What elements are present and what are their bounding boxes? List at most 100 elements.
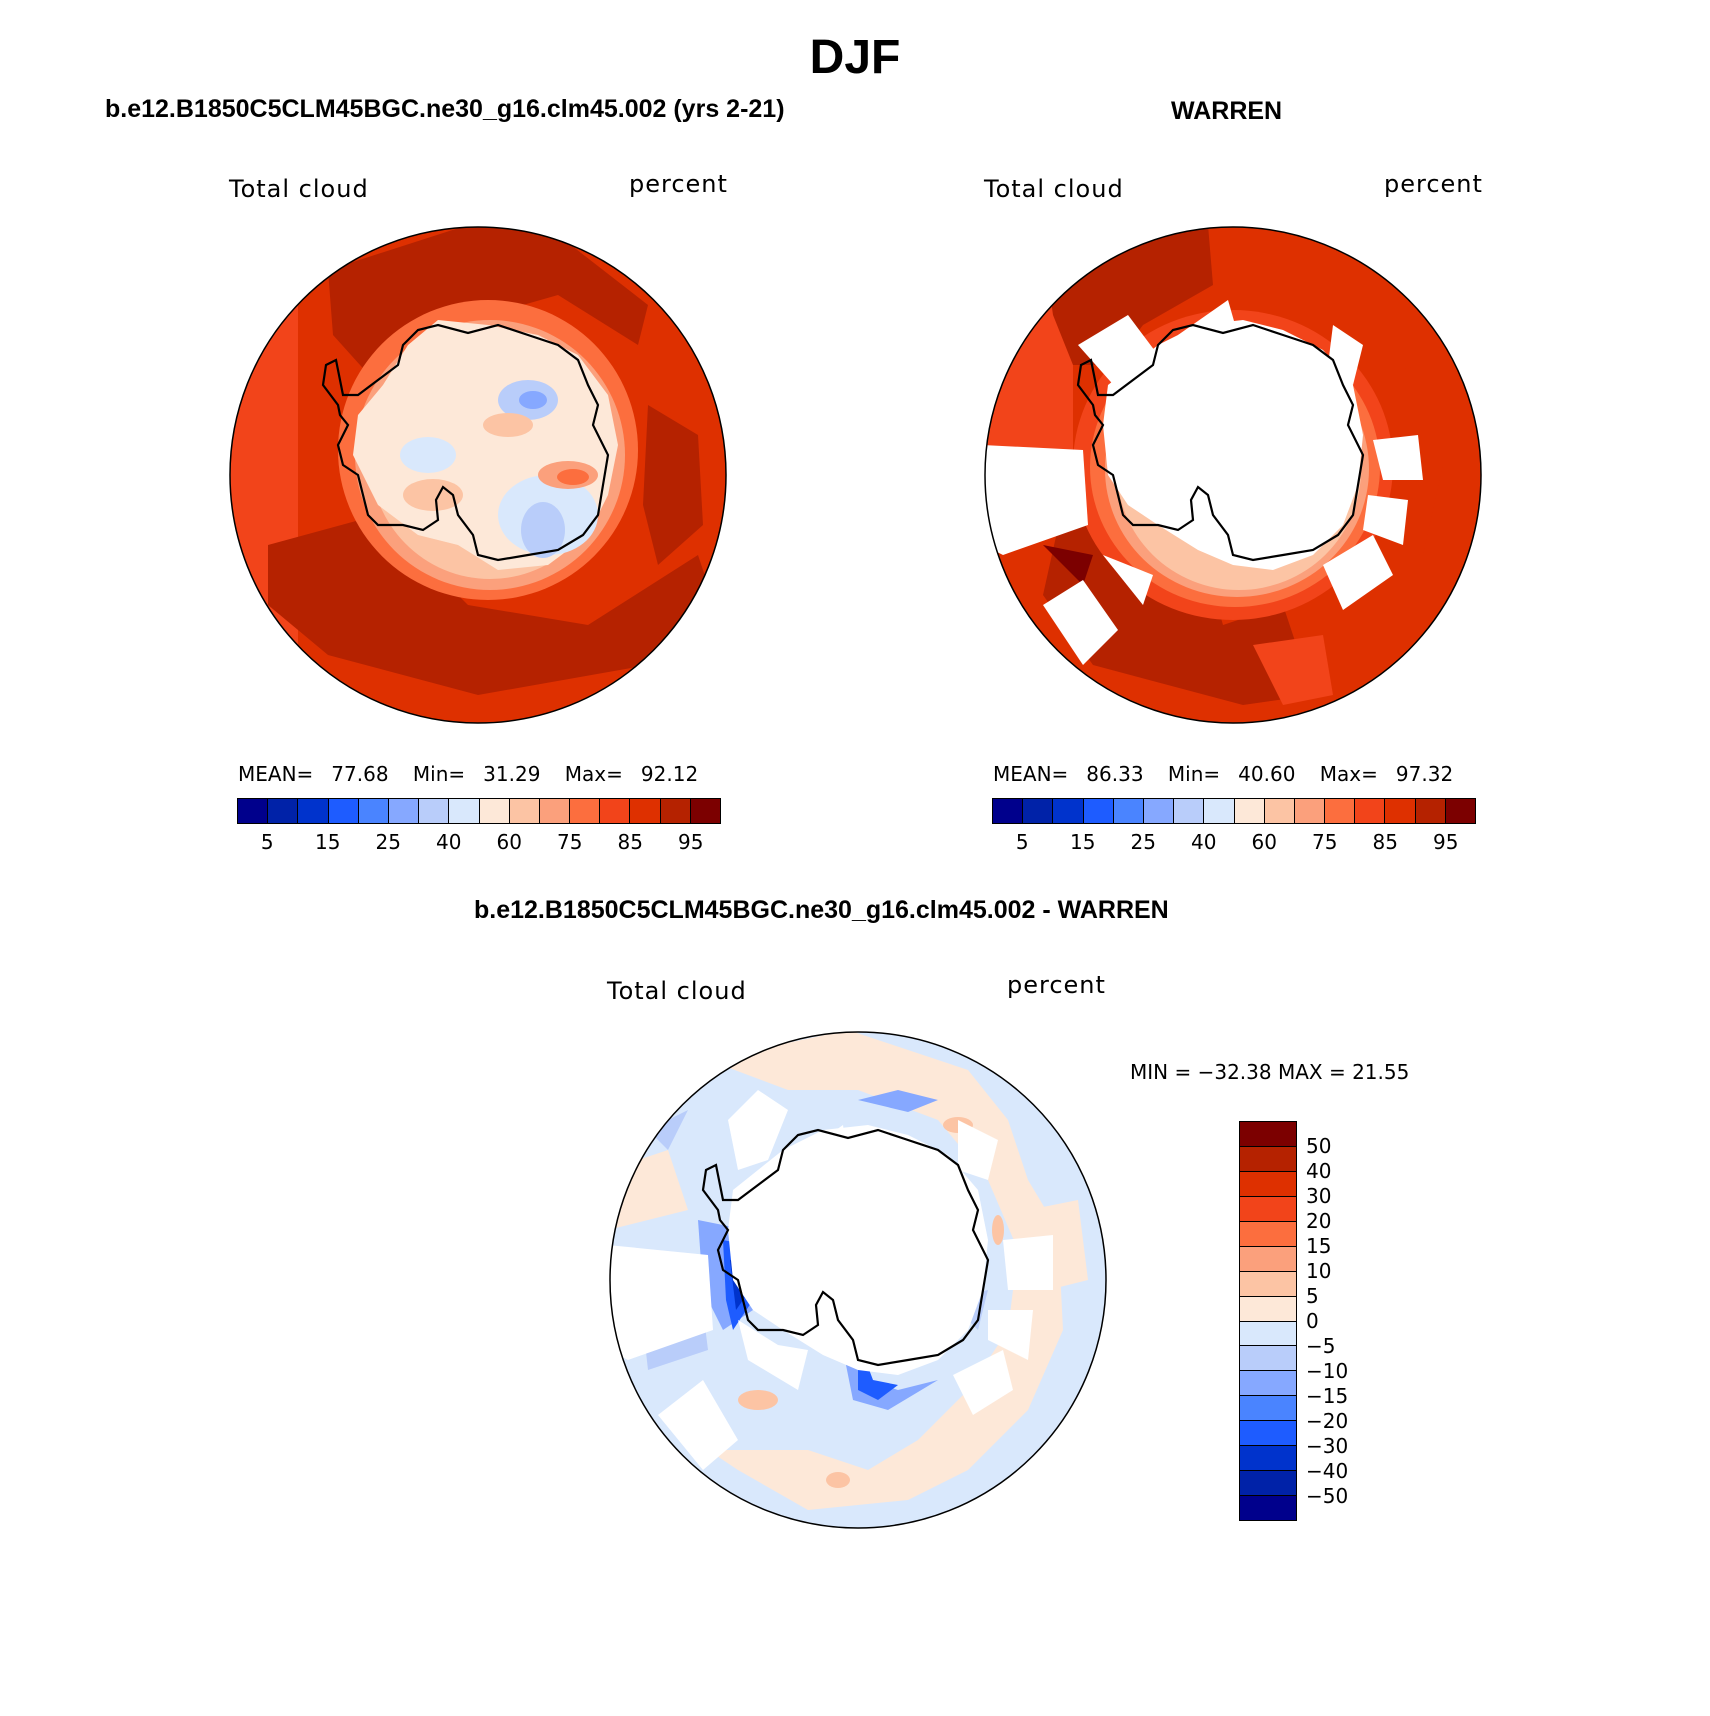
- diff-colorbar-box: [1240, 1221, 1296, 1247]
- figure-title: DJF: [809, 31, 901, 84]
- model-units-label: percent: [629, 170, 728, 198]
- obs-colorbar-tick-label: 5: [1015, 830, 1029, 854]
- model-max-value: 92.12: [640, 762, 699, 786]
- diff-colorbar-tick-label: −15: [1306, 1384, 1349, 1408]
- diff-colorbar-box: [1240, 1496, 1296, 1520]
- model-colorbar: [237, 798, 721, 824]
- obs-mean-value: 86.33: [1086, 762, 1144, 786]
- diff-colorbar-tick-label: 5: [1306, 1284, 1319, 1308]
- obs-colorbar-tick-label: 85: [1372, 830, 1398, 854]
- obs-colorbar-box: [1053, 799, 1084, 823]
- diff-colorbar-tick-label: −10: [1306, 1359, 1349, 1383]
- obs-colorbar-ticks: 5 15 25 40 60 75 85 95: [992, 830, 1476, 856]
- model-colorbar-box: [479, 799, 510, 823]
- obs-colorbar-box: [1415, 799, 1446, 823]
- diff-colorbar-tick-label: −30: [1306, 1434, 1349, 1458]
- obs-mean-label: MEAN=: [993, 762, 1069, 786]
- diff-colorbar-box: [1240, 1421, 1296, 1447]
- obs-colorbar-box: [1174, 799, 1205, 823]
- comparison-title: b.e12.B1850C5CLM45BGC.ne30_g16.clm45.002…: [474, 896, 1169, 924]
- diff-colorbar-tick-label: −40: [1306, 1459, 1349, 1483]
- diff-colorbar-box: [1240, 1271, 1296, 1297]
- model-colorbar-box: [630, 799, 661, 823]
- diff-colorbar-tick-label: 20: [1306, 1209, 1332, 1233]
- obs-max-value: 97.32: [1395, 762, 1454, 786]
- model-stats: MEAN= 77.68 Min= 31.29 Max= 92.12: [238, 762, 716, 786]
- obs-colorbar-box: [1325, 799, 1356, 823]
- model-coastline: [321, 323, 610, 562]
- model-colorbar-box: [509, 799, 540, 823]
- obs-max-label: Max=: [1319, 762, 1378, 786]
- model-colorbar-tick-label: 60: [496, 830, 522, 854]
- diff-coastline: [701, 1128, 990, 1367]
- diff-colorbar-box: [1240, 1246, 1296, 1272]
- diff-colorbar-box: [1240, 1346, 1296, 1372]
- model-max-label: Max=: [564, 762, 623, 786]
- diff-colorbar-box: [1240, 1196, 1296, 1222]
- model-colorbar-tick-label: 15: [315, 830, 341, 854]
- obs-coastline: [1076, 323, 1365, 562]
- model-mean-value: 77.68: [331, 762, 389, 786]
- obs-colorbar-tick-label: 15: [1070, 830, 1096, 854]
- obs-min-value: 40.60: [1238, 762, 1296, 786]
- obs-colorbar-box: [1385, 799, 1416, 823]
- obs-colorbar-box: [1355, 799, 1386, 823]
- obs-colorbar-box: [1023, 799, 1054, 823]
- obs-colorbar-tick-label: 60: [1251, 830, 1277, 854]
- diff-map: [609, 1031, 1107, 1529]
- diff-colorbar-tick-label: 0: [1306, 1309, 1319, 1333]
- model-colorbar-ticks: 5 15 25 40 60 75 85 95: [237, 830, 721, 856]
- model-variable-label: Total cloud: [229, 175, 369, 203]
- model-colorbar-box: [298, 799, 329, 823]
- diff-minmax: MIN = −32.38 MAX = 21.55: [1130, 1060, 1410, 1084]
- model-colorbar-tick-label: 5: [260, 830, 274, 854]
- diff-colorbar-box: [1240, 1371, 1296, 1397]
- diff-colorbar-box: [1240, 1296, 1296, 1322]
- diff-variable-label: Total cloud: [607, 977, 747, 1005]
- diff-colorbar-tick-label: 50: [1306, 1134, 1332, 1158]
- model-colorbar-box: [238, 799, 269, 823]
- diff-colorbar-tick-label: 10: [1306, 1259, 1332, 1283]
- diff-colorbar-box: [1240, 1471, 1296, 1497]
- diff-colorbar-box: [1240, 1146, 1296, 1172]
- obs-colorbar-box: [1113, 799, 1144, 823]
- model-colorbar-box: [539, 799, 571, 823]
- diff-colorbar-box: [1240, 1122, 1296, 1147]
- obs-colorbar-box: [1143, 799, 1175, 823]
- model-colorbar-tick-label: 85: [617, 830, 643, 854]
- obs-variable-label: Total cloud: [984, 175, 1124, 203]
- obs-units-label: percent: [1384, 170, 1483, 198]
- obs-stats: MEAN= 86.33 Min= 40.60 Max= 97.32: [993, 762, 1471, 786]
- obs-colorbar-box: [1204, 799, 1235, 823]
- diff-colorbar-box: [1240, 1446, 1296, 1472]
- obs-colorbar-tick-label: 75: [1312, 830, 1338, 854]
- diff-colorbar: [1239, 1121, 1297, 1521]
- model-colorbar-box: [690, 799, 720, 823]
- obs-colorbar-box: [1294, 799, 1326, 823]
- model-colorbar-box: [449, 799, 480, 823]
- diff-colorbar-tick-label: −5: [1306, 1334, 1336, 1358]
- obs-colorbar-tick-label: 95: [1433, 830, 1459, 854]
- model-mean-label: MEAN=: [238, 762, 314, 786]
- model-colorbar-tick-label: 25: [375, 830, 401, 854]
- obs-min-label: Min=: [1167, 762, 1221, 786]
- model-min-label: Min=: [412, 762, 466, 786]
- model-colorbar-box: [600, 799, 631, 823]
- model-colorbar-box: [268, 799, 299, 823]
- model-map: [229, 226, 727, 724]
- obs-colorbar: [992, 798, 1476, 824]
- model-colorbar-box: [660, 799, 691, 823]
- diff-colorbar-ticks: 50 40 30 20 15 10 5 0 −5 −10 −15 −20 −30 −40 −50: [1306, 1121, 1386, 1521]
- obs-colorbar-box: [993, 799, 1024, 823]
- diff-colorbar-box: [1240, 1321, 1296, 1347]
- diff-colorbar-box: [1240, 1171, 1296, 1197]
- diff-colorbar-box: [1240, 1396, 1296, 1422]
- diff-colorbar-tick-label: 15: [1306, 1234, 1332, 1258]
- diff-colorbar-tick-label: 30: [1306, 1184, 1332, 1208]
- diff-colorbar-tick-label: −50: [1306, 1484, 1349, 1508]
- model-min-value: 31.29: [483, 762, 541, 786]
- diff-units-label: percent: [1007, 971, 1106, 999]
- obs-colorbar-tick-label: 40: [1191, 830, 1217, 854]
- obs-colorbar-tick-label: 25: [1130, 830, 1156, 854]
- model-colorbar-box: [358, 799, 389, 823]
